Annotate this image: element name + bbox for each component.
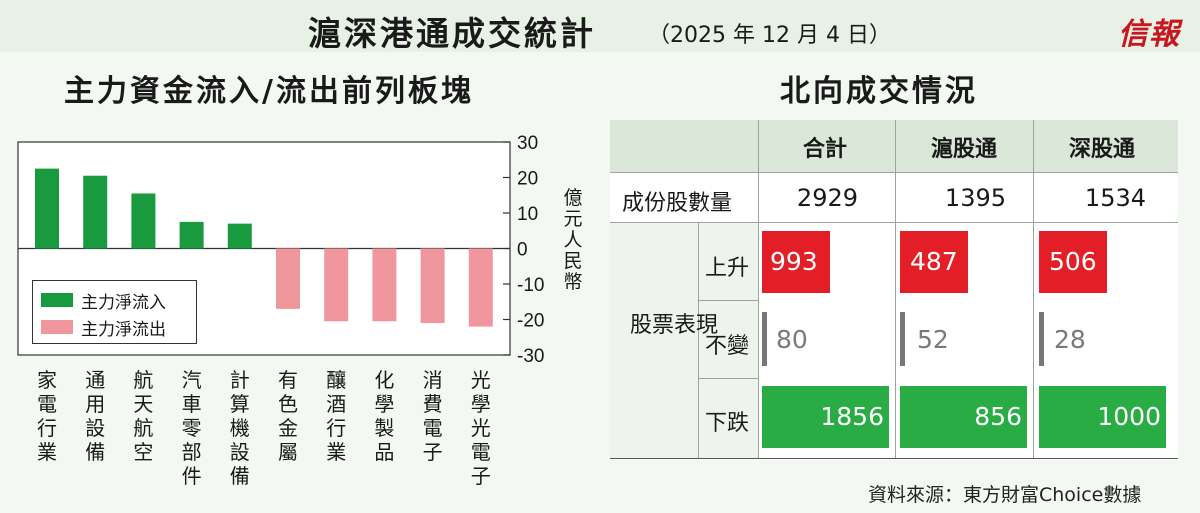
down-value-shanghai: 856 [974,402,1022,431]
category-label: 消費電子 [422,368,443,464]
up-bar-shanghai [900,231,968,293]
down-bar-shenzhen [1039,386,1166,448]
category-label: 光學光電子 [470,368,491,488]
table-divider [895,120,896,458]
y-axis-unit: 億元人民幣 [563,187,583,293]
bar-inflow [131,193,156,249]
category-label: 通用設備 [85,368,106,464]
category-label: 化學製品 [374,368,395,464]
chart-legend: 主力淨流入 主力淨流出 [32,280,197,344]
y-tick-label: -10 [517,275,544,296]
up-value-shanghai: 487 [910,247,958,276]
column-header-shenzhen: 深股通 [1068,137,1135,162]
table-divider [758,120,759,458]
category-label: 釀酒行業 [326,368,347,464]
logo: 信報 [1118,17,1180,52]
bar-outflow [468,248,493,327]
legend-label-outflow: 主力淨流出 [81,319,166,340]
constituents-shanghai: 1395 [944,184,1006,212]
flat-value-shanghai: 52 [917,325,949,354]
table-side-background [610,222,758,458]
page-title: 滬深港通成交統計 [308,14,596,53]
category-label: 航天航空 [133,368,154,464]
constituents-total: 2929 [796,184,858,212]
bar-outflow [276,248,300,309]
table-divider [610,172,1178,173]
row-group-label: 股票表現 [630,313,719,338]
up-bar-total [762,231,830,293]
table-divider [1033,120,1034,458]
row-label-up: 上升 [705,256,750,281]
y-tick-label: 0 [517,240,528,261]
legend-label-inflow: 主力淨流入 [81,292,166,313]
bar-outflow [420,248,445,324]
y-tick-label: 30 [517,133,538,154]
legend-swatch-inflow [41,293,73,307]
down-value-total: 1856 [820,402,884,431]
y-tick-label: 20 [517,169,538,190]
bar-outflow [324,248,349,322]
category-label: 家電行業 [37,368,57,464]
flat-bar-shenzhen [1039,312,1044,366]
chart-title: 主力資金流入/流出前列板塊 [64,74,474,109]
flat-bar-total [762,312,767,366]
table-divider [698,300,758,301]
table-divider [610,222,1178,223]
category-label: 汽車零部件 [181,368,202,488]
constituents-shenzhen: 1534 [1084,184,1146,212]
legend-item-inflow: 主力淨流入 [41,289,166,313]
row-label-down: 下跌 [705,411,750,436]
title-bar [0,0,1200,52]
table-divider [698,378,758,379]
up-value-total: 993 [770,247,818,276]
y-tick-label: 10 [517,204,538,225]
legend-item-outflow: 主力淨流出 [41,316,166,340]
row-label-flat: 不變 [705,334,750,359]
down-bar-shanghai [900,386,1027,448]
bar-inflow [35,168,59,249]
data-source: 資料來源：東方財富Choice數據 [868,484,1142,506]
flat-value-shenzhen: 28 [1054,325,1086,354]
table-divider [698,222,699,458]
table-header-background [610,120,1178,172]
table-divider [610,458,1178,459]
bar-inflow [83,175,108,249]
flat-bar-shanghai [900,312,905,366]
flat-value-total: 80 [776,325,808,354]
row-label-constituents: 成份股數量 [622,191,733,216]
bar-inflow [179,221,204,249]
y-tick-label: -20 [517,311,544,332]
down-bar-total [762,386,889,448]
column-header-total: 合計 [802,137,847,162]
down-value-shenzhen: 1000 [1097,402,1161,431]
bar-inflow [227,223,252,249]
bar-outflow [372,248,397,322]
column-header-shanghai: 滬股通 [930,137,997,162]
category-label: 計算機設備 [229,368,250,488]
table-title: 北向成交情況 [780,74,978,109]
legend-swatch-outflow [41,320,73,334]
page-date: （2025 年 12 月 4 日） [648,23,891,48]
up-value-shenzhen: 506 [1049,247,1097,276]
up-bar-shenzhen [1039,231,1107,293]
y-tick-label: -30 [517,346,544,367]
category-label: 有色金屬 [278,368,298,464]
